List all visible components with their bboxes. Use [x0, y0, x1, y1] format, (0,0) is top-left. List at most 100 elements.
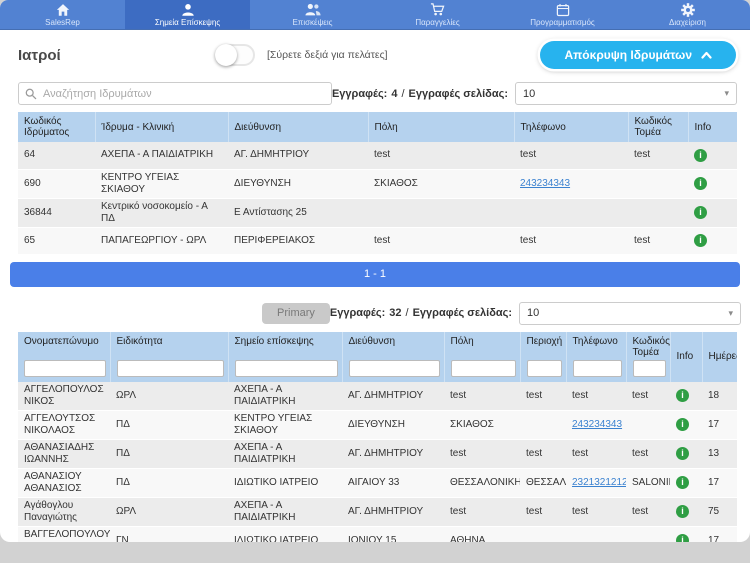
- clients-toggle[interactable]: [215, 44, 255, 66]
- doctor-specialty: ΩΡΛ: [110, 381, 228, 411]
- column-header[interactable]: Κωδικός Τομέα: [626, 331, 671, 382]
- column-filter-input[interactable]: [632, 359, 666, 377]
- nav-tab-admin[interactable]: Διαχείριση: [625, 0, 750, 29]
- doctor-phone[interactable]: test: [572, 505, 589, 517]
- nav-tab-salesrep[interactable]: SalesRep: [0, 0, 125, 29]
- institutions-controls: Εγγραφές: 4 / Εγγραφές σελίδας: 10 ▾: [0, 78, 750, 112]
- doctor-phone[interactable]: test: [572, 447, 589, 459]
- nav-tab-visits[interactable]: Επισκέψεις: [250, 0, 375, 29]
- doctor-address: ΑΓ. ΔΗΜΗΤΡΙΟΥ: [342, 439, 444, 469]
- column-header[interactable]: Ειδικότητα: [110, 331, 229, 382]
- doctor-phone[interactable]: test: [572, 389, 589, 401]
- institution-address: ΔΙΕΥΘΥΝΣΗ: [228, 169, 368, 199]
- column-header[interactable]: Τηλέφωνο: [566, 331, 627, 382]
- doctor-row[interactable]: ΑΓΓΕΛΟΠΟΥΛΟΣ ΝΙΚΟΣ ΩΡΛ ΑΧΕΠΑ - Α ΠΑΙΔΙΑΤ…: [18, 381, 737, 411]
- column-filter-input[interactable]: [116, 359, 224, 377]
- column-header-label: Info: [676, 350, 694, 362]
- column-header[interactable]: Κωδικός Τομέα: [628, 112, 689, 142]
- toggle-knob[interactable]: [215, 44, 237, 66]
- column-header[interactable]: Σημείο επίσκεψης: [228, 331, 343, 382]
- dropdown-arrow-icon: ▾: [724, 88, 729, 98]
- institutions-page-size-select[interactable]: 10 ▾: [515, 82, 737, 105]
- institution-address: Ε Αντίστασης 25: [228, 198, 368, 228]
- institution-code: 65: [18, 227, 95, 255]
- people-icon: [304, 2, 321, 17]
- cart-icon: [430, 2, 445, 17]
- institution-phone[interactable]: test: [520, 149, 537, 161]
- column-header[interactable]: Κωδικός Ιδρύματος: [18, 112, 96, 142]
- doctor-days: 75: [702, 497, 737, 527]
- institution-row[interactable]: 65 ΠΑΠΑΓΕΩΡΓΙΟΥ - ΩΡΛ ΠΕΡΙΦΕΡΕΙΑΚΟΣ test…: [18, 227, 737, 255]
- column-header[interactable]: Πόλη: [444, 331, 521, 382]
- nav-tab-label: Παραγγελίες: [415, 18, 460, 27]
- column-header[interactable]: Διεύθυνση: [342, 331, 445, 382]
- doctor-city: test: [444, 439, 520, 469]
- info-icon[interactable]: i: [676, 447, 689, 460]
- page-size-label: Εγγραφές σελίδας:: [412, 307, 513, 319]
- column-header[interactable]: Info: [670, 331, 703, 382]
- info-icon[interactable]: i: [694, 206, 707, 219]
- primary-toggle-button[interactable]: Primary: [262, 302, 330, 324]
- info-icon[interactable]: i: [676, 418, 689, 431]
- info-icon[interactable]: i: [676, 389, 689, 402]
- institution-row[interactable]: 36844 Κεντρικό νοσοκομείο - Α ΠΔ Ε Αντίσ…: [18, 198, 737, 228]
- column-filter-input[interactable]: [24, 359, 106, 377]
- institution-phone[interactable]: test: [520, 234, 537, 246]
- hide-institutions-button[interactable]: Απόκρυψη Ιδρυμάτων: [540, 41, 736, 69]
- column-header-label: Διεύθυνση: [348, 335, 396, 347]
- doctor-row[interactable]: ΒΑΓΓΕΛΟΠΟΥΛΟΥ ΙΩΑΝΝΑ ΓΝ ΙΔΙΩΤΙΚΟ ΙΑΤΡΕΙΟ…: [18, 526, 737, 542]
- institutions-table: Κωδικός Ιδρύματος Ίδρυμα - Κλινική Διεύθυν…: [18, 112, 737, 255]
- doctor-visit-point: ΚΕΝΤΡΟ ΥΓΕΙΑΣ ΣΚΙΑΘΟΥ: [228, 410, 342, 440]
- column-filter-input[interactable]: [572, 359, 622, 377]
- search-icon: [25, 87, 37, 105]
- doctors-header-row: Ονοματεπώνυμο Ειδικότητα Σημείο επίσκεψη…: [18, 331, 737, 382]
- column-header[interactable]: Διεύθυνση: [228, 112, 369, 142]
- doctors-page-size-select[interactable]: 10 ▾: [519, 301, 742, 325]
- doctor-row[interactable]: ΑΘΑΝΑΣΙΟΥ ΑΘΑΝΑΣΙΟΣ ΠΔ ΙΔΙΩΤΙΚΟ ΙΑΤΡΕΙΟ …: [18, 468, 737, 498]
- doctor-address: ΑΓ. ΔΗΜΗΤΡΙΟΥ: [342, 497, 444, 527]
- info-icon[interactable]: i: [676, 534, 689, 542]
- column-header[interactable]: Πόλη: [368, 112, 515, 142]
- column-header[interactable]: Ονοματεπώνυμο: [18, 331, 111, 382]
- info-icon[interactable]: i: [676, 505, 689, 518]
- institution-row[interactable]: 64 ΑΧΕΠΑ - Α ΠΑΙΔΙΑΤΡΙΚΗ ΑΓ. ΔΗΜΗΤΡΙΟΥ t…: [18, 142, 737, 170]
- column-filter-input[interactable]: [234, 359, 338, 377]
- doctor-phone[interactable]: 243234343: [572, 418, 623, 430]
- doctors-records-info: Εγγραφές: 32 / Εγγραφές σελίδας:: [330, 307, 512, 319]
- column-header[interactable]: Ίδρυμα - Κλινική: [95, 112, 229, 142]
- column-header-label: Περιοχή: [526, 335, 563, 347]
- column-header[interactable]: Περιοχή: [520, 331, 567, 382]
- info-icon[interactable]: i: [694, 177, 707, 190]
- nav-tab-orders[interactable]: Παραγγελίες: [375, 0, 500, 29]
- institutions-search-input[interactable]: [18, 82, 332, 105]
- doctor-row[interactable]: ΑΘΑΝΑΣΙΑΔΗΣ ΙΩΑΝΝΗΣ ΠΔ ΑΧΕΠΑ - Α ΠΑΙΔΙΑΤ…: [18, 439, 737, 469]
- column-filter-input[interactable]: [450, 359, 516, 377]
- doctor-row[interactable]: Αγάθογλου Παναγιώτης ΩΡΛ ΑΧΕΠΑ - Α ΠΑΙΔΙ…: [18, 497, 737, 527]
- doctor-address: ΔΙΕΥΘΥΝΣΗ: [342, 410, 444, 440]
- records-separator: /: [405, 307, 409, 319]
- nav-tab-planning[interactable]: Προγραμματισμός: [500, 0, 625, 29]
- institution-phone[interactable]: 243234343: [520, 177, 571, 189]
- page-title: Ιατροί: [18, 46, 61, 64]
- info-icon[interactable]: i: [694, 234, 707, 247]
- doctor-phone[interactable]: 2321321212: [572, 476, 626, 488]
- column-filter-input[interactable]: [526, 359, 562, 377]
- info-icon[interactable]: i: [694, 148, 707, 162]
- column-header[interactable]: Info: [688, 112, 737, 142]
- person-icon: [181, 2, 195, 17]
- nav-tab-visit-points[interactable]: Σημεία Επίσκεψης: [125, 0, 250, 29]
- column-header[interactable]: Ημέρες: [702, 331, 737, 382]
- column-filter-input[interactable]: [348, 359, 440, 377]
- page-size-value: 10: [523, 87, 536, 100]
- info-icon[interactable]: i: [676, 476, 689, 489]
- institution-row[interactable]: 690 ΚΕΝΤΡΟ ΥΓΕΙΑΣ ΣΚΙΑΘΟΥ ΔΙΕΥΘΥΝΣΗ ΣΚΙΑ…: [18, 169, 737, 199]
- nav-tab-label: Διαχείριση: [668, 18, 706, 27]
- column-header[interactable]: Τηλέφωνο: [514, 112, 629, 142]
- column-header-label: Σημείο επίσκεψης: [234, 335, 314, 347]
- institution-name: ΚΕΝΤΡΟ ΥΓΕΙΑΣ ΣΚΙΑΘΟΥ: [95, 169, 228, 199]
- doctor-row[interactable]: ΑΓΓΕΛΟΥΤΣΟΣ ΝΙΚΟΛΑΟΣ ΠΔ ΚΕΝΤΡΟ ΥΓΕΙΑΣ ΣΚ…: [18, 410, 737, 440]
- pager-text: 1 - 1: [363, 268, 386, 280]
- nav-tab-label: Σημεία Επίσκεψης: [154, 18, 221, 27]
- doctor-specialty: ΠΔ: [110, 468, 228, 498]
- institution-name: ΠΑΠΑΓΕΩΡΓΙΟΥ - ΩΡΛ: [95, 227, 228, 255]
